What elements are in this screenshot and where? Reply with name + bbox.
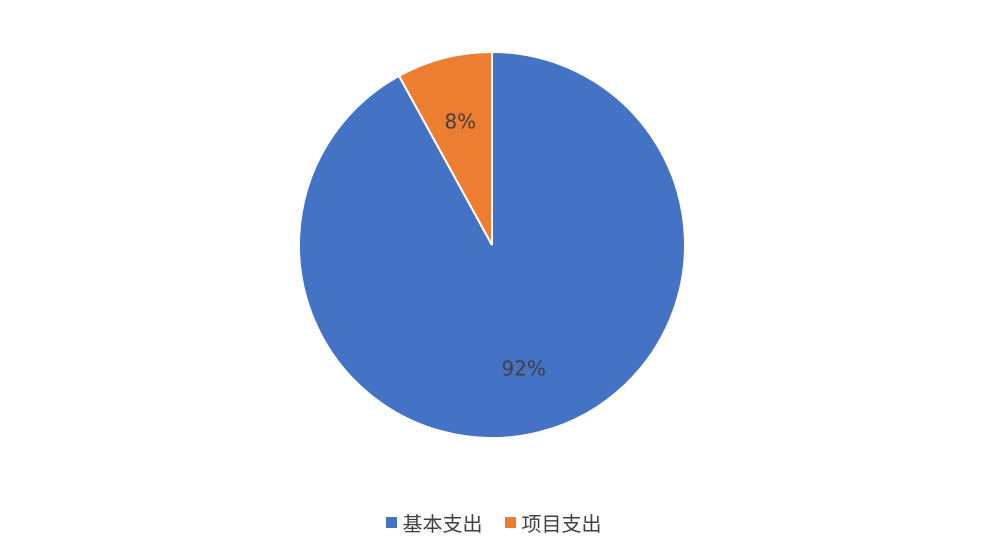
pie-chart: 92% 8%: [298, 50, 686, 439]
data-label-1: 8%: [444, 110, 476, 134]
legend-swatch-basic: [385, 517, 397, 528]
legend-swatch-project: [504, 517, 516, 528]
legend-label-project: 项目支出: [521, 512, 602, 536]
legend: 基本支出 项目支出: [0, 508, 987, 537]
pie-slice-1: [397, 50, 493, 246]
data-label-0: 92%: [501, 356, 545, 380]
legend-item-project: 项目支出: [504, 508, 602, 537]
legend-label-basic: 基本支出: [402, 512, 483, 536]
legend-item-basic: 基本支出: [385, 508, 483, 537]
